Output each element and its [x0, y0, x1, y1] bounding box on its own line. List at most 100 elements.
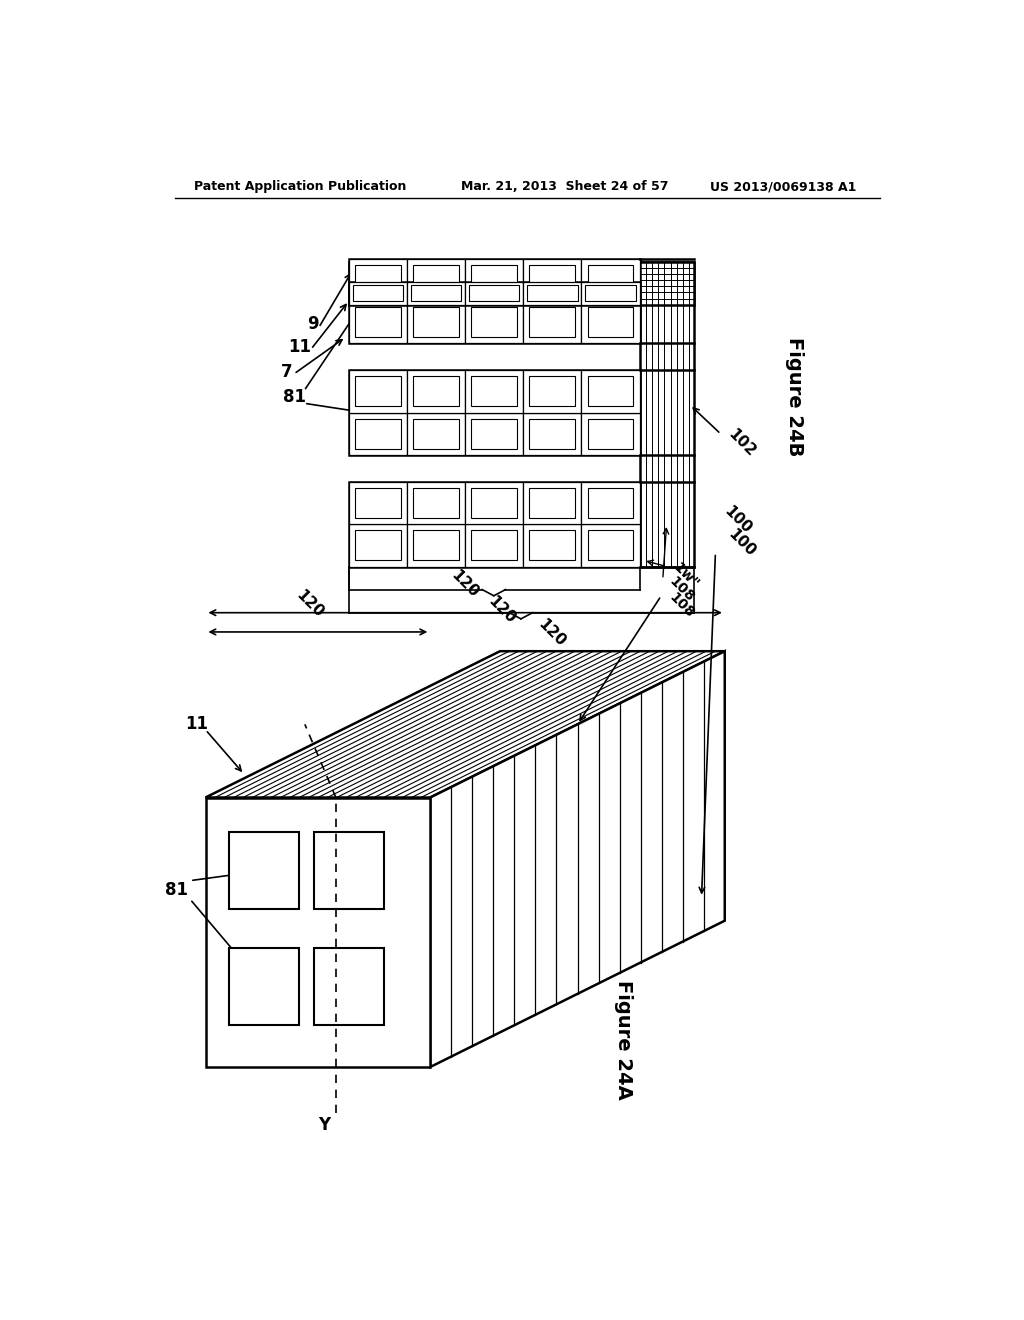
Polygon shape — [582, 301, 640, 343]
Polygon shape — [228, 832, 299, 909]
Polygon shape — [407, 259, 465, 301]
Polygon shape — [349, 259, 407, 301]
Polygon shape — [349, 412, 407, 455]
Text: Y: Y — [318, 1115, 331, 1134]
Polygon shape — [314, 948, 384, 1024]
Polygon shape — [355, 418, 400, 449]
Text: 108: 108 — [667, 574, 697, 605]
Polygon shape — [523, 281, 582, 305]
Polygon shape — [407, 524, 465, 566]
Polygon shape — [465, 259, 523, 301]
Polygon shape — [407, 301, 465, 343]
Polygon shape — [471, 488, 517, 517]
Polygon shape — [355, 308, 400, 337]
Polygon shape — [471, 308, 517, 337]
Polygon shape — [407, 281, 465, 305]
Polygon shape — [523, 301, 582, 343]
Polygon shape — [465, 301, 523, 343]
Polygon shape — [465, 482, 523, 524]
Polygon shape — [471, 531, 517, 561]
Polygon shape — [465, 281, 523, 305]
Polygon shape — [582, 524, 640, 566]
Text: 102: 102 — [725, 426, 758, 459]
Polygon shape — [349, 524, 407, 566]
Text: 108: 108 — [667, 590, 697, 620]
Text: 120: 120 — [449, 568, 481, 601]
Polygon shape — [349, 370, 407, 412]
Polygon shape — [529, 488, 575, 517]
Polygon shape — [349, 482, 407, 524]
Polygon shape — [355, 376, 400, 407]
Polygon shape — [588, 308, 633, 337]
Polygon shape — [471, 264, 517, 294]
Polygon shape — [465, 370, 523, 412]
Text: 1w": 1w" — [671, 560, 701, 591]
Polygon shape — [411, 285, 461, 301]
Polygon shape — [206, 797, 430, 1067]
Polygon shape — [582, 412, 640, 455]
Text: Mar. 21, 2013  Sheet 24 of 57: Mar. 21, 2013 Sheet 24 of 57 — [461, 181, 669, 194]
Polygon shape — [588, 488, 633, 517]
Polygon shape — [523, 259, 582, 301]
Text: 11: 11 — [289, 338, 311, 356]
Text: Figure 24A: Figure 24A — [614, 981, 634, 1100]
Text: 120: 120 — [485, 593, 518, 626]
Polygon shape — [430, 651, 725, 1067]
Polygon shape — [582, 281, 640, 305]
Polygon shape — [471, 418, 517, 449]
Polygon shape — [407, 482, 465, 524]
Polygon shape — [588, 531, 633, 561]
Polygon shape — [588, 418, 633, 449]
Polygon shape — [414, 531, 459, 561]
Text: Patent Application Publication: Patent Application Publication — [194, 181, 407, 194]
Polygon shape — [206, 651, 725, 797]
Text: 11: 11 — [184, 715, 208, 734]
Polygon shape — [414, 308, 459, 337]
Polygon shape — [529, 308, 575, 337]
Polygon shape — [471, 376, 517, 407]
Text: 9: 9 — [306, 315, 318, 333]
Text: 81: 81 — [165, 880, 187, 899]
Text: US 2013/0069138 A1: US 2013/0069138 A1 — [710, 181, 856, 194]
Polygon shape — [586, 285, 636, 301]
Polygon shape — [588, 264, 633, 294]
Polygon shape — [407, 412, 465, 455]
Polygon shape — [349, 259, 640, 343]
Polygon shape — [529, 376, 575, 407]
Polygon shape — [349, 482, 640, 566]
Polygon shape — [407, 370, 465, 412]
Polygon shape — [523, 482, 582, 524]
Polygon shape — [529, 531, 575, 561]
Text: Figure 24B: Figure 24B — [785, 338, 804, 457]
Polygon shape — [588, 376, 633, 407]
Polygon shape — [523, 370, 582, 412]
Polygon shape — [582, 482, 640, 524]
Polygon shape — [355, 488, 400, 517]
Polygon shape — [414, 376, 459, 407]
Polygon shape — [529, 418, 575, 449]
Polygon shape — [349, 281, 407, 305]
Polygon shape — [314, 832, 384, 909]
Text: 100: 100 — [721, 504, 754, 537]
Polygon shape — [523, 412, 582, 455]
Polygon shape — [469, 285, 519, 301]
Polygon shape — [582, 370, 640, 412]
Polygon shape — [349, 370, 640, 455]
Polygon shape — [349, 281, 640, 305]
Text: 100: 100 — [725, 527, 758, 560]
Polygon shape — [414, 488, 459, 517]
Polygon shape — [529, 264, 575, 294]
Polygon shape — [640, 263, 693, 566]
Polygon shape — [349, 263, 693, 305]
Polygon shape — [414, 418, 459, 449]
Polygon shape — [465, 412, 523, 455]
Polygon shape — [582, 259, 640, 301]
Polygon shape — [349, 301, 407, 343]
Polygon shape — [527, 285, 578, 301]
Polygon shape — [228, 948, 299, 1024]
Text: 120: 120 — [294, 587, 327, 620]
Polygon shape — [523, 524, 582, 566]
Text: 81: 81 — [283, 388, 306, 407]
Text: 120: 120 — [536, 616, 568, 649]
Text: 7: 7 — [281, 363, 293, 380]
